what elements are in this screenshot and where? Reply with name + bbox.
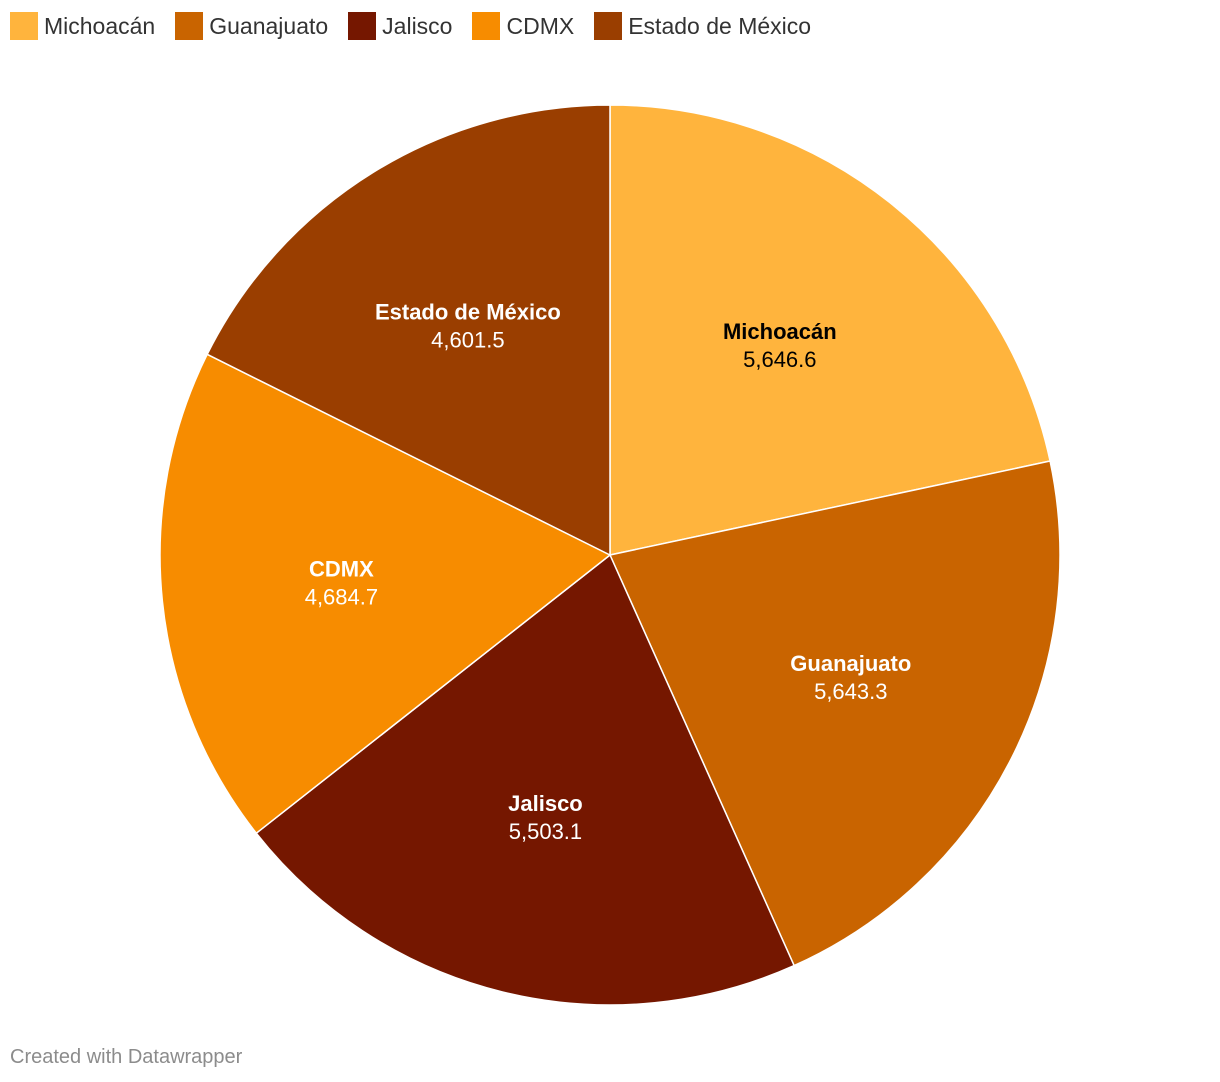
legend-label-cdmx: CDMX xyxy=(506,12,575,39)
legend-swatch-estado-de-mexico xyxy=(594,12,623,40)
legend-item-cdmx: CDMX xyxy=(472,12,574,40)
slice-label-jalisco: Jalisco xyxy=(508,791,583,816)
legend-item-estado-de-mexico: Estado de México xyxy=(594,12,811,40)
legend-label-jalisco: Jalisco xyxy=(382,12,453,39)
slice-value-jalisco: 5,503.1 xyxy=(509,819,582,844)
legend-item-jalisco: Jalisco xyxy=(348,12,452,40)
legend-label-michoacan: Michoacán xyxy=(44,12,156,39)
chart-legend: Michoacán Guanajuato Jalisco CDMX Estado… xyxy=(10,12,831,40)
slice-value-guanajuato: 5,643.3 xyxy=(814,679,887,704)
legend-item-guanajuato: Guanajuato xyxy=(175,12,328,40)
slice-value-cdmx: 4,684.7 xyxy=(305,585,378,610)
pie-slice-jalisco xyxy=(255,553,796,1006)
pie-slice-cdmx xyxy=(159,353,612,835)
legend-label-guanajuato: Guanajuato xyxy=(209,12,329,39)
legend-swatch-michoacan xyxy=(10,12,38,40)
legend-swatch-jalisco xyxy=(348,12,377,40)
legend-label-estado-de-mexico: Estado de México xyxy=(628,12,812,39)
credit-text: Created with Datawrapper xyxy=(10,1046,243,1068)
pie-slice-guanajuato xyxy=(608,460,1061,967)
legend-item-michoacan: Michoacán xyxy=(10,12,155,40)
slice-label-guanajuato: Guanajuato xyxy=(790,651,911,676)
legend-swatch-guanajuato xyxy=(175,12,204,40)
slice-value-estado-de-mexico: 4,601.5 xyxy=(431,327,504,352)
slice-value-michoacan: 5,646.6 xyxy=(743,347,816,372)
pie-slice-michoacan xyxy=(609,104,1051,556)
slice-label-estado-de-mexico: Estado de México xyxy=(375,299,561,324)
slice-label-cdmx: CDMX xyxy=(309,557,374,582)
legend-swatch-cdmx xyxy=(472,12,501,40)
slice-label-michoacan: Michoacán xyxy=(723,319,837,344)
pie-slice-estado-de-mexico xyxy=(206,104,611,557)
